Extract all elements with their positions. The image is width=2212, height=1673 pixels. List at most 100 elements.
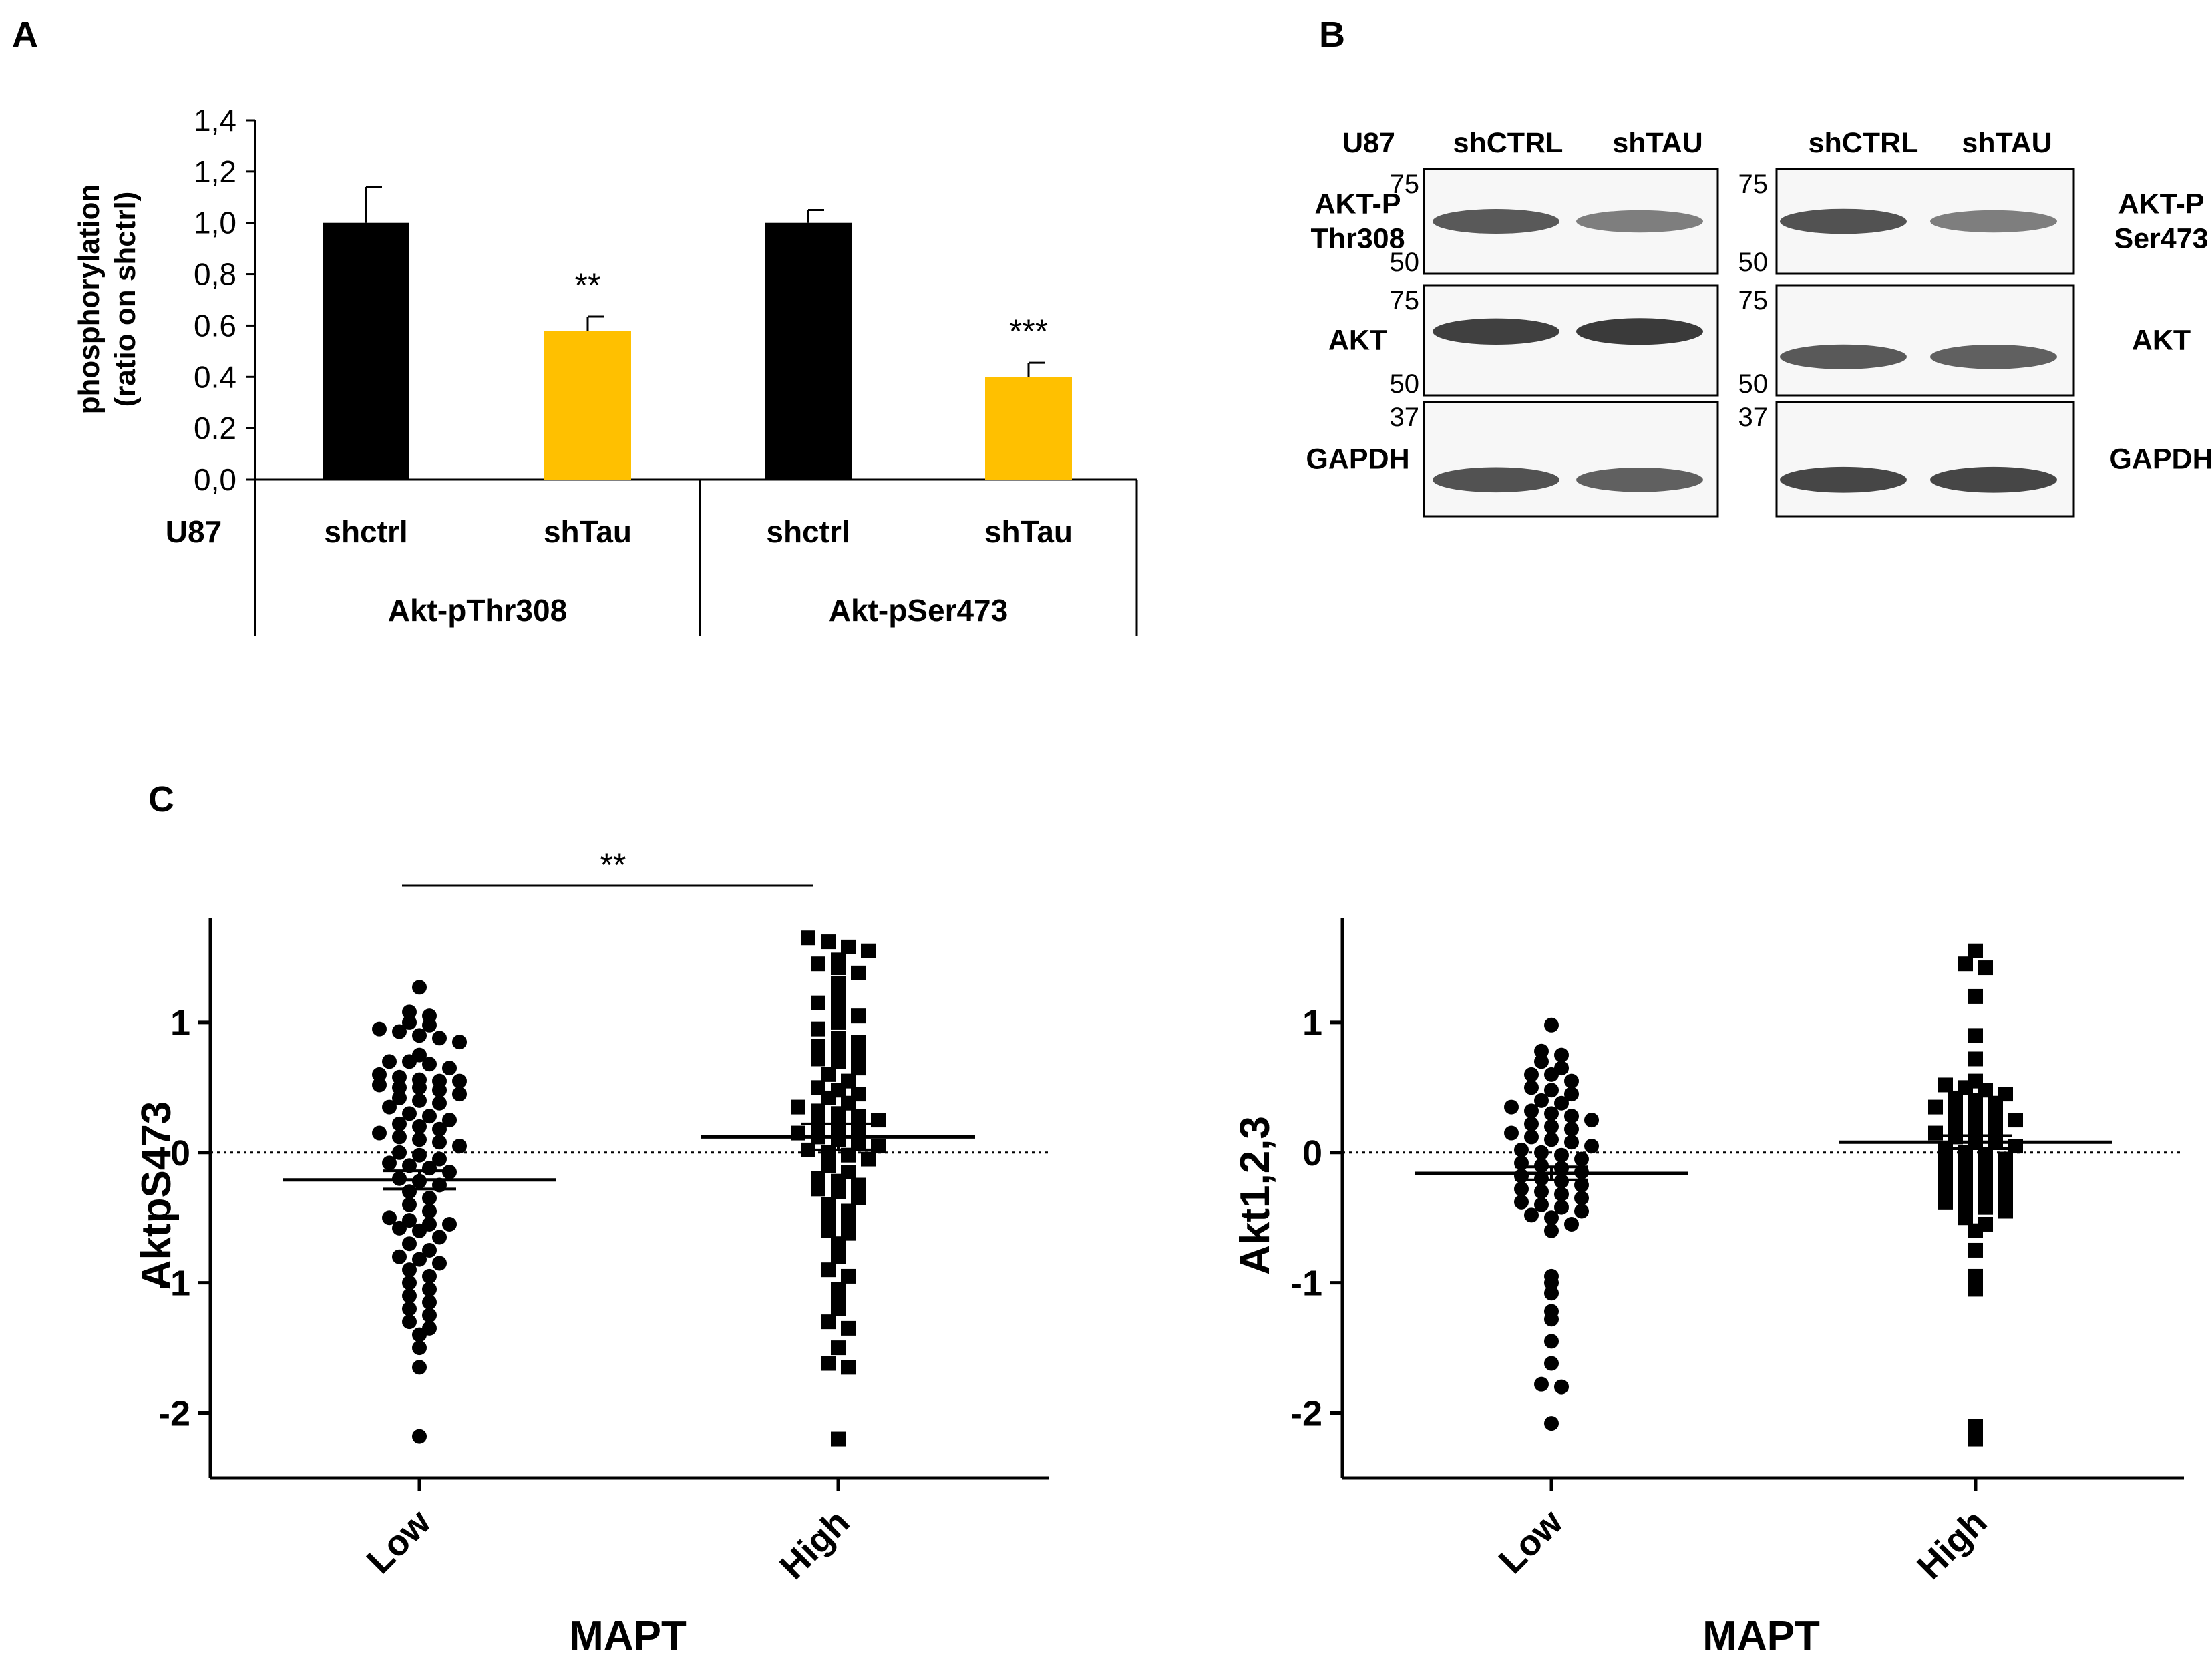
blot-row-label: AKT-P bbox=[1315, 188, 1401, 220]
scatter-point bbox=[1544, 1356, 1559, 1371]
scatter-point bbox=[412, 1047, 427, 1063]
scatter-point bbox=[1978, 1199, 1993, 1215]
scatter-point bbox=[831, 1288, 846, 1304]
bar-chart-y-axis-title-line1: phosphorylation bbox=[73, 184, 106, 415]
scatter-point bbox=[1968, 1106, 1983, 1121]
scatter-point bbox=[811, 995, 825, 1010]
scatter-point bbox=[392, 1116, 407, 1131]
blot-band bbox=[1930, 345, 2057, 369]
scatter-point bbox=[821, 1210, 836, 1226]
scatter-point bbox=[402, 1236, 417, 1252]
scatter-point bbox=[1544, 1017, 1559, 1033]
scatter-point bbox=[372, 1067, 387, 1082]
scatter-point bbox=[1524, 1207, 1539, 1223]
bar-significance-label: ** bbox=[575, 266, 601, 304]
scatter-point bbox=[422, 1282, 437, 1297]
scatter-point bbox=[811, 1181, 825, 1197]
scatter-point bbox=[1938, 1181, 1953, 1197]
scatter-point bbox=[1544, 1106, 1559, 1121]
scatter-point bbox=[1958, 1184, 1973, 1199]
bar-chart-y-tick-label: 0.2 bbox=[194, 411, 236, 445]
scatter-point bbox=[1968, 1431, 1983, 1447]
scatter-point bbox=[821, 1067, 836, 1082]
scatter-point bbox=[1968, 1028, 1983, 1043]
scatter-point bbox=[422, 1294, 437, 1310]
scatter-point bbox=[821, 934, 836, 950]
scatter-point bbox=[372, 1021, 387, 1037]
scatter-point bbox=[851, 1035, 866, 1050]
scatter-point bbox=[851, 1087, 866, 1102]
scatter-point bbox=[392, 1080, 407, 1095]
scatter-point bbox=[1958, 956, 1973, 972]
blot-mw-marker: 50 bbox=[1390, 248, 1420, 277]
scatter-point bbox=[831, 1002, 846, 1017]
scatter-point bbox=[402, 1314, 417, 1330]
scatter-point bbox=[412, 1072, 427, 1087]
scatter-point bbox=[1564, 1216, 1579, 1232]
scatter-x-tick-label: High bbox=[772, 1502, 857, 1587]
scatter-left-y-axis-title: AktpS473 bbox=[134, 1101, 180, 1290]
scatter-point bbox=[412, 1252, 427, 1267]
scatter-point bbox=[1514, 1142, 1529, 1157]
scatter-point bbox=[402, 1014, 417, 1030]
blot-band bbox=[1433, 467, 1559, 493]
scatter-point bbox=[412, 1360, 427, 1375]
blot-cell-line-label: U87 bbox=[1342, 127, 1395, 159]
scatter-point bbox=[422, 1203, 437, 1219]
scatter-point bbox=[2008, 1113, 2023, 1128]
scatter-point bbox=[452, 1087, 467, 1102]
scatter-point bbox=[791, 1099, 805, 1115]
scatter-point bbox=[1544, 1286, 1559, 1301]
scatter-y-tick-label: 0 bbox=[170, 1133, 190, 1173]
scatter-point bbox=[402, 1197, 417, 1212]
scatter-point bbox=[1968, 1073, 1983, 1089]
scatter-point bbox=[392, 1024, 407, 1039]
scatter-point bbox=[831, 1249, 846, 1264]
scatter-point bbox=[1968, 1268, 1983, 1284]
scatter-point bbox=[1574, 1151, 1589, 1167]
scatter-point bbox=[861, 1151, 876, 1167]
blot-band bbox=[1930, 466, 2057, 493]
scatter-point bbox=[811, 1038, 825, 1053]
scatter-point bbox=[1988, 1121, 2003, 1137]
scatter-point bbox=[1564, 1073, 1579, 1089]
scatter-point bbox=[831, 1054, 846, 1069]
scatter-point bbox=[851, 1191, 866, 1205]
scatter-point bbox=[1544, 1223, 1559, 1238]
scatter-point bbox=[831, 1184, 846, 1199]
scatter-point bbox=[851, 1047, 866, 1063]
blot-row-label: AKT-P bbox=[2118, 188, 2205, 220]
blot-row-label: GAPDH bbox=[1306, 443, 1409, 476]
scatter-point bbox=[821, 1223, 836, 1238]
blot-row-label: GAPDH bbox=[2109, 443, 2212, 476]
scatter-point bbox=[851, 1177, 866, 1193]
scatter-point bbox=[831, 1031, 846, 1046]
scatter-point bbox=[382, 1054, 397, 1069]
scatter-point bbox=[1554, 1095, 1569, 1111]
scatter-point bbox=[1958, 1197, 1973, 1212]
panel-label-c: C bbox=[148, 779, 174, 819]
scatter-point bbox=[1938, 1168, 1953, 1183]
scatter-point bbox=[1968, 988, 1983, 1004]
scatter-point bbox=[821, 1197, 836, 1212]
scatter-point bbox=[1968, 1051, 1983, 1067]
scatter-point bbox=[831, 1340, 846, 1356]
scatter-point bbox=[851, 1109, 866, 1124]
scatter-point bbox=[432, 1095, 447, 1111]
scatter-point bbox=[412, 980, 427, 995]
scatter-point bbox=[412, 1147, 427, 1163]
scatter-point bbox=[402, 1184, 417, 1199]
scatter-point bbox=[821, 1145, 836, 1160]
scatter-point bbox=[1988, 1109, 2003, 1124]
scatter-point bbox=[841, 1360, 856, 1375]
scatter-point bbox=[811, 1080, 825, 1095]
scatter-point bbox=[1968, 1119, 1983, 1134]
scatter-right-y-axis-title: Akt1,2,3 bbox=[1232, 1116, 1278, 1275]
scatter-point bbox=[1514, 1181, 1529, 1197]
blot-band bbox=[1780, 208, 1907, 234]
scatter-point bbox=[1978, 1147, 1993, 1163]
scatter-point bbox=[432, 1135, 447, 1150]
scatter-point bbox=[452, 1073, 467, 1089]
scatter-y-tick-label: -2 bbox=[1290, 1394, 1322, 1434]
scatter-point bbox=[1958, 1210, 1973, 1226]
